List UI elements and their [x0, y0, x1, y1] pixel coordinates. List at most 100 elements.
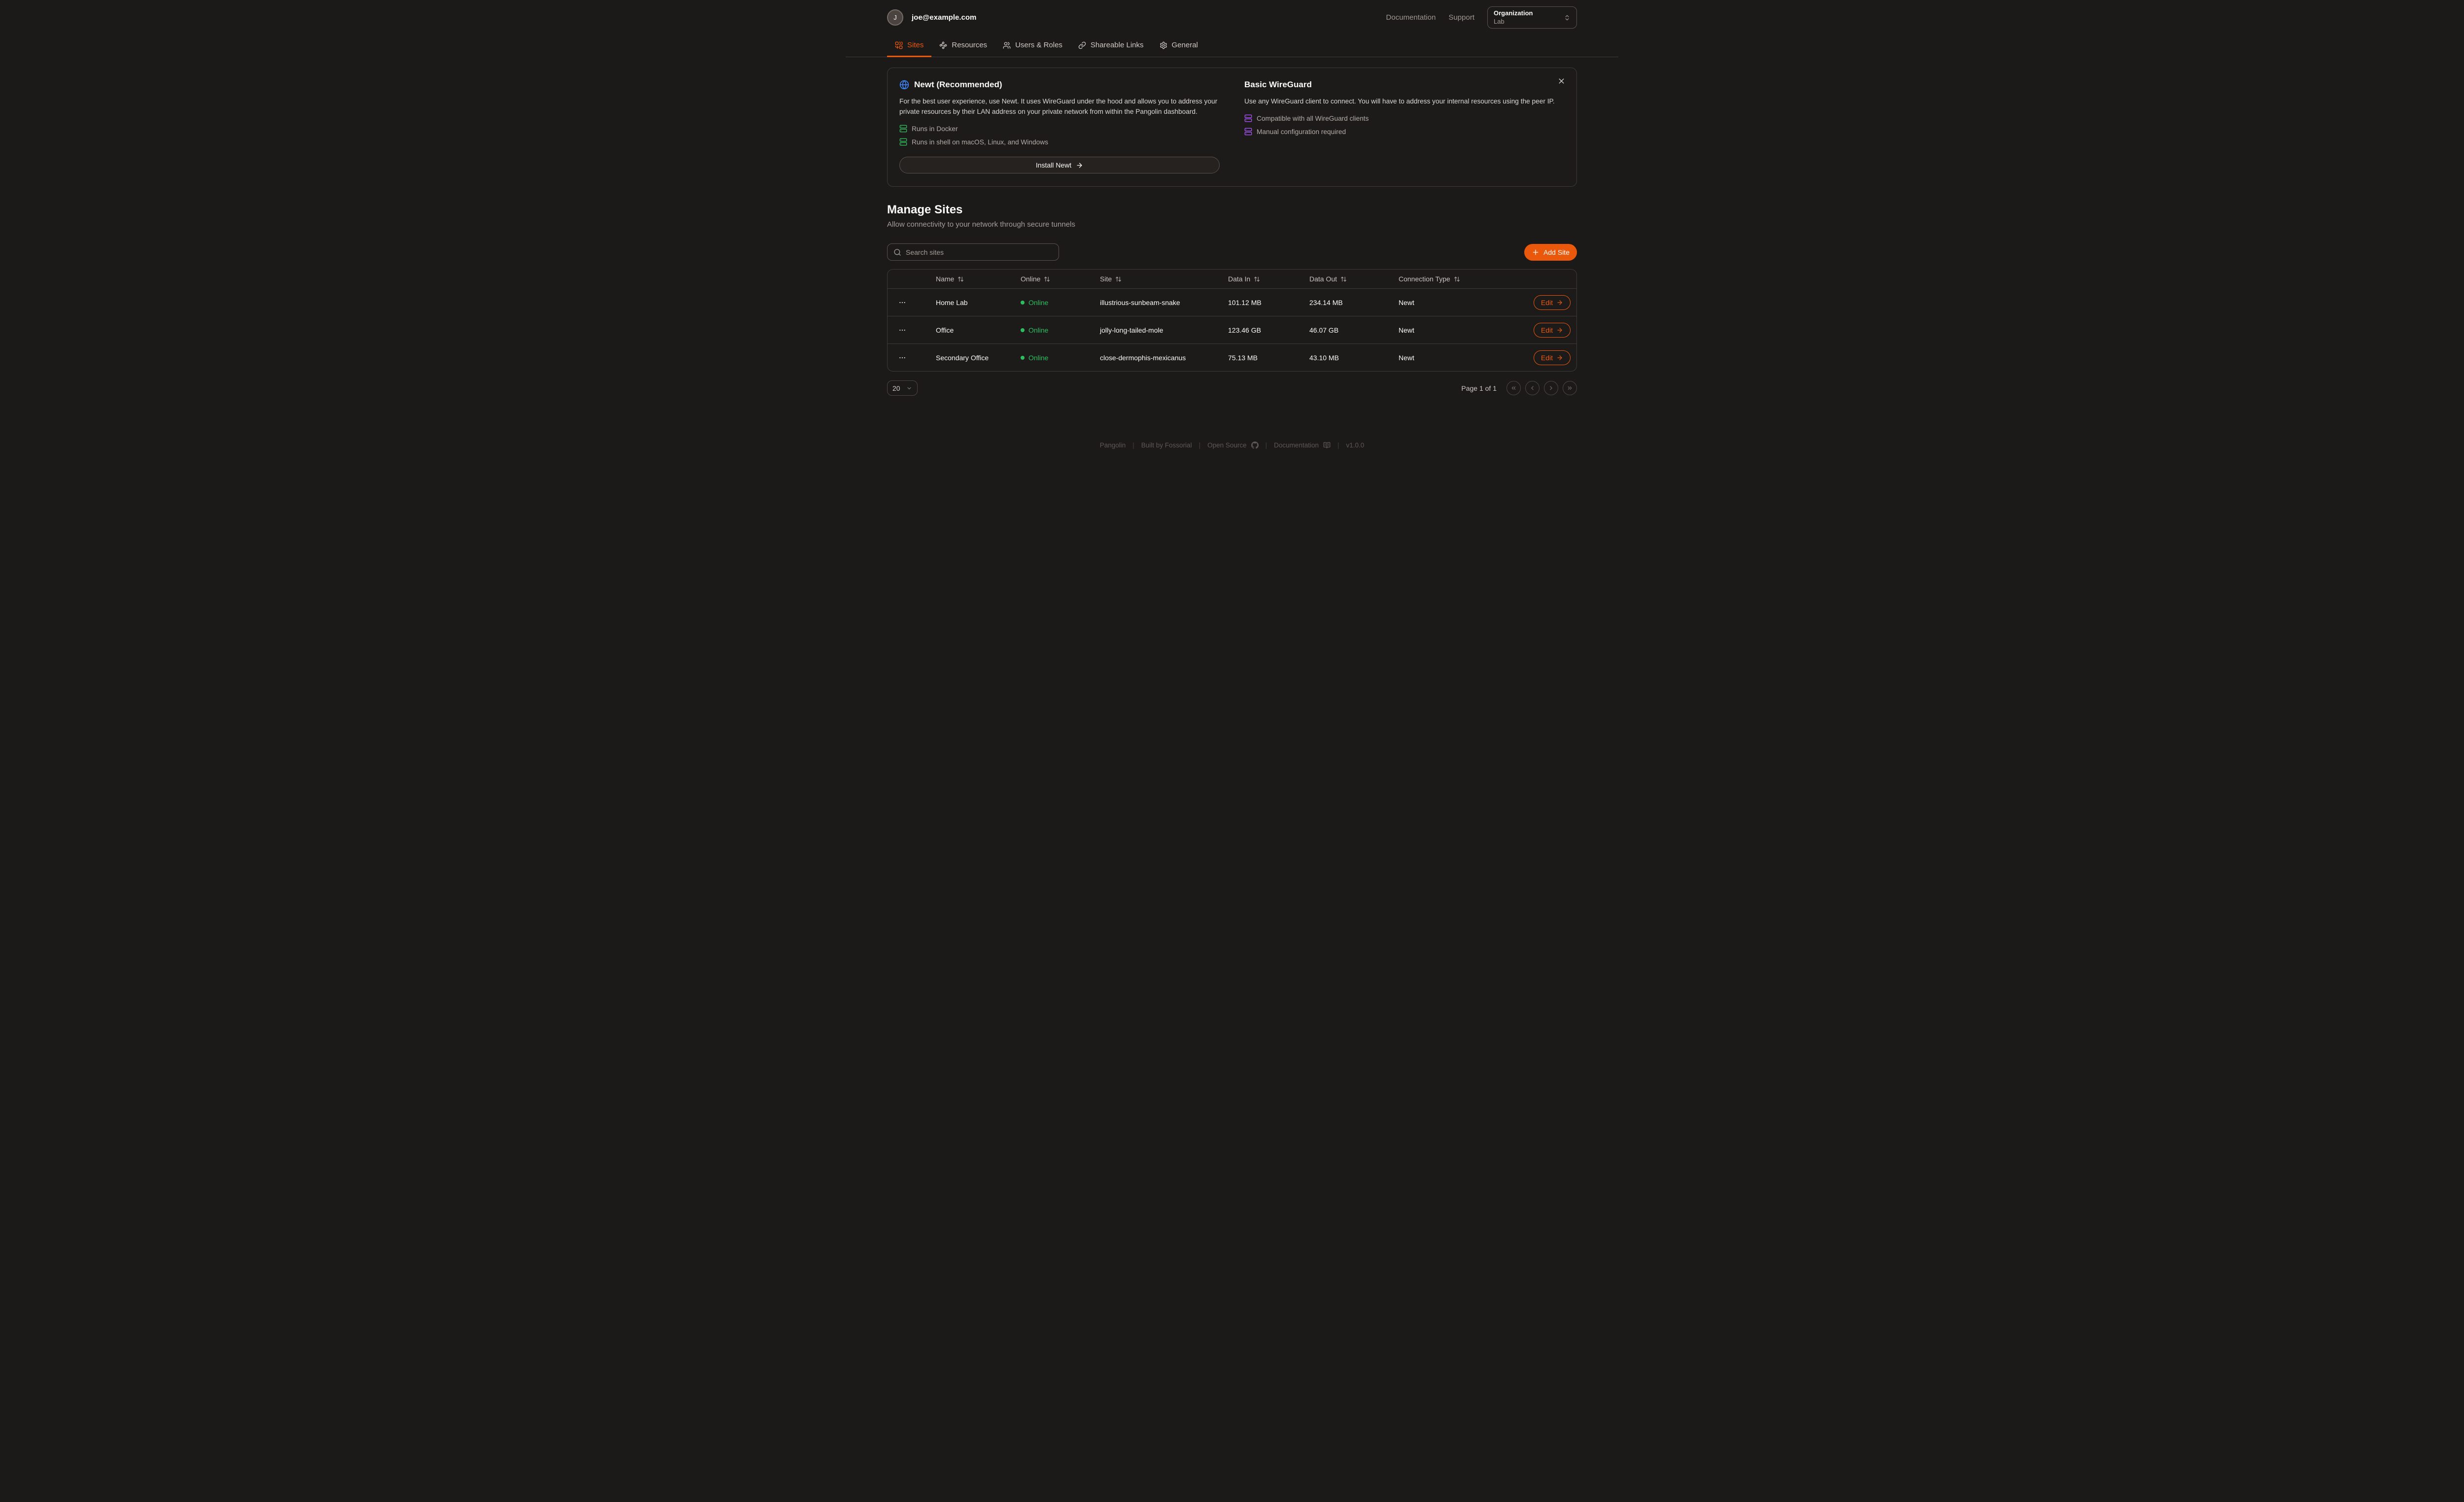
- data-out: 46.07 GB: [1309, 326, 1339, 334]
- site-slug: close-dermophis-mexicanus: [1100, 353, 1186, 362]
- server-icon: [1244, 128, 1252, 136]
- newt-feature: Runs in Docker: [899, 125, 1220, 133]
- arrow-up-down-icon: [1115, 276, 1122, 282]
- column-header-data-out[interactable]: Data Out: [1309, 275, 1399, 283]
- online-status: Online: [1021, 299, 1100, 307]
- tab-users-roles[interactable]: Users & Roles: [995, 34, 1070, 57]
- column-header-data-in[interactable]: Data In: [1228, 275, 1309, 283]
- arrow-right-icon: [1076, 162, 1083, 169]
- gear-icon: [1160, 41, 1167, 49]
- previous-page-button[interactable]: [1525, 381, 1540, 396]
- ellipsis-icon: [898, 354, 906, 362]
- wireguard-feature: Compatible with all WireGuard clients: [1244, 114, 1565, 122]
- install-newt-button[interactable]: Install Newt: [899, 157, 1220, 174]
- next-page-button[interactable]: [1544, 381, 1558, 396]
- row-menu-button[interactable]: [895, 297, 909, 308]
- column-header-name[interactable]: Name: [936, 275, 1021, 283]
- site-name: Home Lab: [936, 298, 968, 307]
- table-header-row: Name Online Site Data In Data Out Connec…: [888, 270, 1576, 288]
- server-icon: [899, 138, 907, 146]
- chevrons-right-icon: [1567, 385, 1573, 391]
- page-title: Manage Sites: [887, 203, 963, 217]
- footer-divider: |: [1337, 442, 1339, 449]
- add-site-button[interactable]: Add Site: [1524, 243, 1577, 261]
- avatar[interactable]: J: [887, 9, 903, 26]
- server-icon: [899, 125, 907, 133]
- arrow-up-down-icon: [1454, 276, 1460, 282]
- connection-type: Newt: [1399, 353, 1414, 362]
- tab-sites[interactable]: Sites: [887, 34, 932, 57]
- data-in: 123.46 GB: [1228, 326, 1261, 334]
- column-header-online[interactable]: Online: [1021, 275, 1100, 283]
- page-subtitle: Allow connectivity to your network throu…: [887, 220, 1075, 229]
- arrow-up-down-icon: [1044, 276, 1050, 282]
- row-menu-button[interactable]: [895, 324, 909, 336]
- tab-label: Resources: [952, 41, 988, 49]
- site-name: Secondary Office: [936, 353, 989, 362]
- support-link[interactable]: Support: [1448, 13, 1474, 22]
- sites-table: Name Online Site Data In Data Out Connec…: [887, 269, 1577, 372]
- tab-general[interactable]: General: [1152, 34, 1206, 57]
- footer-open-source-link[interactable]: Open Source: [1207, 442, 1259, 449]
- first-page-button[interactable]: [1506, 381, 1521, 396]
- avatar-initial: J: [893, 14, 897, 21]
- tab-shareable-links[interactable]: Shareable Links: [1070, 34, 1152, 57]
- column-header-connection-type[interactable]: Connection Type: [1399, 275, 1512, 283]
- main-content: Newt (Recommended) For the best user exp…: [846, 57, 1618, 435]
- combine-icon: [895, 41, 903, 49]
- table-row: Office Online jolly-long-tailed-mole 123…: [888, 316, 1576, 343]
- arrow-up-down-icon: [1340, 276, 1347, 282]
- search-icon: [893, 248, 901, 256]
- newt-column: Newt (Recommended) For the best user exp…: [899, 80, 1220, 174]
- arrow-right-icon: [1556, 299, 1563, 306]
- tab-label: General: [1171, 41, 1198, 49]
- page-info: Page 1 of 1: [1461, 384, 1497, 392]
- edit-button[interactable]: Edit: [1533, 295, 1571, 310]
- top-bar: J joe@example.com Documentation Support …: [846, 0, 1618, 34]
- table-row: Home Lab Online illustrious-sunbeam-snak…: [888, 288, 1576, 316]
- search-input[interactable]: [906, 248, 1053, 256]
- sites-toolbar: Add Site: [887, 243, 1577, 261]
- site-slug: illustrious-sunbeam-snake: [1100, 298, 1180, 307]
- documentation-link[interactable]: Documentation: [1386, 13, 1436, 22]
- last-page-button[interactable]: [1563, 381, 1577, 396]
- search-box: [887, 243, 1059, 261]
- user-email: joe@example.com: [912, 13, 977, 22]
- footer-brand: Pangolin: [1099, 442, 1126, 449]
- arrow-right-icon: [1556, 354, 1563, 361]
- edit-button[interactable]: Edit: [1533, 322, 1571, 338]
- chevron-left-icon: [1529, 385, 1536, 391]
- tab-label: Shareable Links: [1090, 41, 1144, 49]
- footer-built-by: Built by Fossorial: [1141, 442, 1192, 449]
- newt-feature: Runs in shell on macOS, Linux, and Windo…: [899, 138, 1220, 146]
- edit-button[interactable]: Edit: [1533, 350, 1571, 365]
- book-open-icon: [1323, 442, 1331, 449]
- footer-divider: |: [1198, 442, 1201, 449]
- org-selector[interactable]: Organization Lab: [1487, 6, 1577, 29]
- org-selector-value: Lab: [1494, 17, 1505, 25]
- wireguard-description: Use any WireGuard client to connect. You…: [1244, 98, 1555, 105]
- data-out: 43.10 MB: [1309, 353, 1339, 362]
- online-status: Online: [1021, 354, 1100, 362]
- tab-resources[interactable]: Resources: [931, 34, 995, 57]
- page-size-select[interactable]: 20: [887, 380, 918, 396]
- footer-documentation-link[interactable]: Documentation: [1274, 442, 1331, 449]
- status-dot: [1021, 300, 1025, 305]
- wireguard-feature: Manual configuration required: [1244, 128, 1565, 136]
- column-header-site[interactable]: Site: [1100, 275, 1228, 283]
- arrow-right-icon: [1556, 327, 1563, 334]
- row-menu-button[interactable]: [895, 352, 909, 364]
- footer-version: v1.0.0: [1346, 442, 1365, 449]
- ellipsis-icon: [898, 299, 906, 307]
- chevron-down-icon: [906, 385, 912, 391]
- status-dot: [1021, 328, 1025, 332]
- waypoints-icon: [939, 41, 947, 49]
- online-status: Online: [1021, 326, 1100, 334]
- close-card-button[interactable]: [1555, 75, 1568, 87]
- arrow-up-down-icon: [958, 276, 964, 282]
- chevrons-up-down-icon: [1564, 14, 1571, 21]
- site-name: Office: [936, 326, 954, 334]
- chevrons-left-icon: [1510, 385, 1517, 391]
- link-icon: [1078, 41, 1086, 49]
- site-slug: jolly-long-tailed-mole: [1100, 326, 1164, 334]
